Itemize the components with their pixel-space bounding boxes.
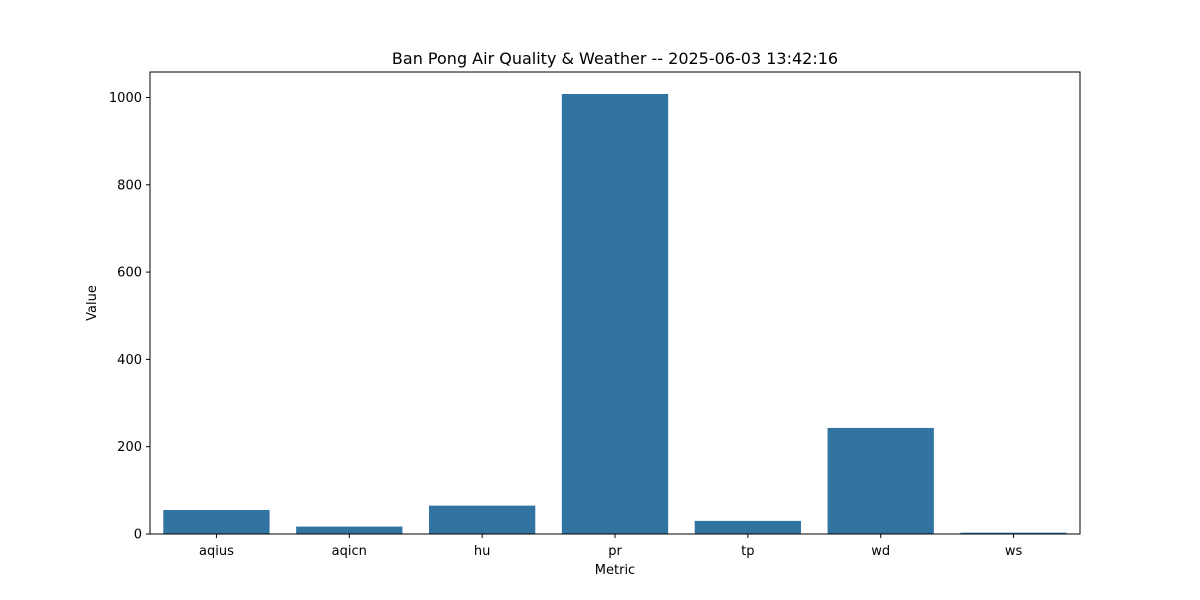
x-axis-label: Metric (595, 563, 635, 578)
bar-aqius (163, 509, 270, 534)
bar-wd (827, 427, 934, 534)
chart-title: Ban Pong Air Quality & Weather -- 2025-0… (392, 49, 838, 68)
y-tick-label-200: 200 (117, 440, 142, 455)
y-tick-label-1000: 1000 (109, 91, 142, 106)
x-tick-label-aqius: aqius (199, 544, 234, 559)
y-tick-label-0: 0 (134, 528, 142, 543)
y-tick-label-800: 800 (117, 178, 142, 193)
bar-hu (429, 505, 536, 534)
x-tick-label-aqicn: aqicn (332, 544, 367, 559)
y-tick-label-600: 600 (117, 266, 142, 281)
x-tick-label-pr: pr (608, 544, 622, 559)
x-axis: aqius aqicn hu pr tp wd ws (199, 534, 1023, 559)
bar-tp (694, 520, 801, 534)
x-tick-label-hu: hu (474, 544, 490, 559)
bar-ws (960, 532, 1067, 534)
y-tick-label-400: 400 (117, 353, 142, 368)
y-axis-label: Value (85, 285, 100, 321)
x-tick-label-tp: tp (741, 544, 754, 559)
x-tick-label-wd: wd (871, 544, 890, 559)
x-tick-label-ws: ws (1005, 544, 1023, 559)
bar-aqicn (296, 526, 403, 534)
plot-frame (149, 71, 1081, 535)
bar-pr (561, 94, 669, 534)
bars-layer (163, 94, 1067, 534)
y-axis: 0 200 400 600 800 1000 (109, 91, 150, 543)
